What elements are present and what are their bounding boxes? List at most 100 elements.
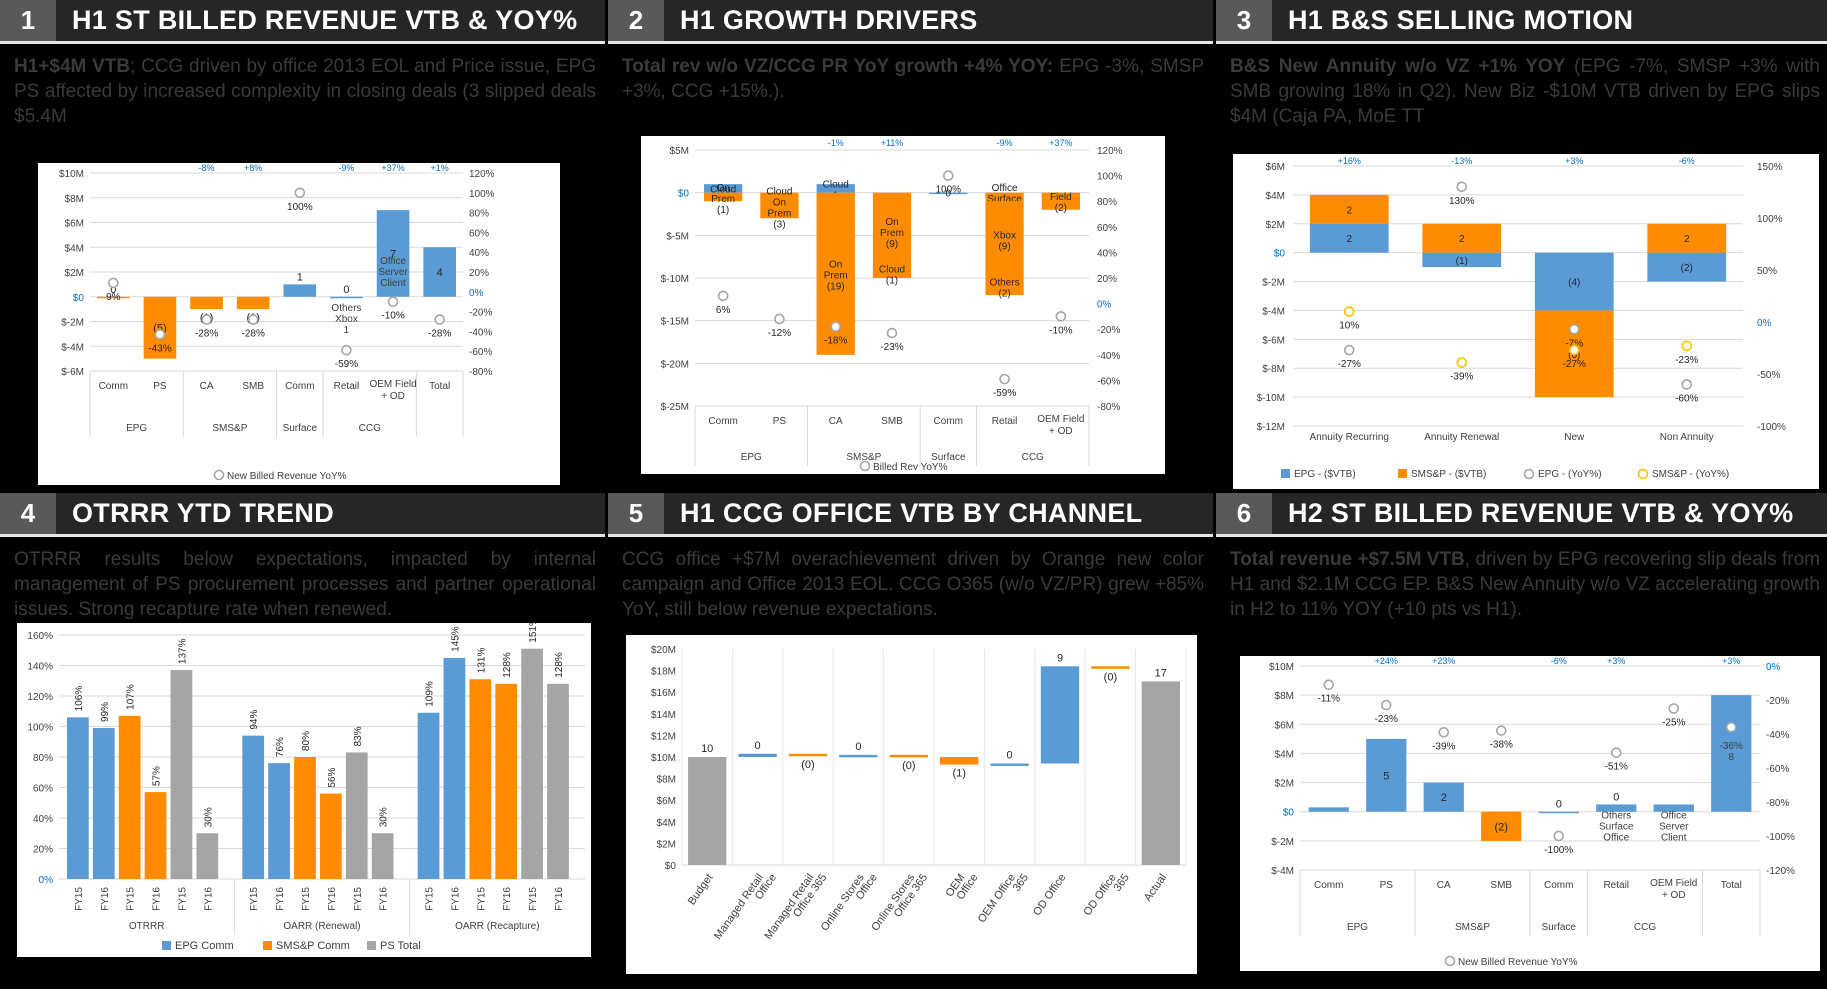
top-pct-label: +1%: [431, 163, 449, 173]
top-pct-label: -6%: [1679, 156, 1695, 166]
y2-tick-label: -100%: [1766, 832, 1795, 843]
y2-tick-label: -60%: [469, 347, 492, 358]
bar-inner-label: Client: [1661, 832, 1687, 843]
category-label: SMB: [881, 416, 903, 427]
panel-1-number: 1: [0, 0, 56, 41]
segment-label: (3): [773, 219, 785, 230]
bar-segment: [1422, 223, 1502, 253]
group-label: OARR (Recapture): [455, 921, 539, 932]
x-tick-label: FY16: [379, 887, 390, 911]
y-tick-label: 60%: [33, 784, 53, 795]
yoy-label: -28%: [195, 329, 218, 340]
bar-segment: [1041, 192, 1080, 210]
bar-value-label: 4: [437, 267, 443, 279]
y2-tick-label: -60%: [1766, 764, 1789, 775]
bar-value-label: 0: [1613, 791, 1619, 803]
y2-tick-label: 80%: [1097, 197, 1117, 208]
yoy-label: 100%: [935, 185, 961, 196]
bar: [371, 833, 394, 879]
yoy-label: 6%: [716, 305, 731, 316]
waterfall-bar: [990, 763, 1029, 766]
y-tick-label: 100%: [27, 723, 53, 734]
yoy-marker: [942, 170, 954, 181]
legend-marker: [1523, 468, 1535, 480]
panel-3-header: 3 H1 B&S SELLING MOTION: [1216, 0, 1827, 44]
bar-value-label: (2): [1495, 821, 1508, 833]
bar-value-label: 0: [1007, 749, 1013, 761]
group-label: OTRRR: [129, 921, 165, 932]
bar-value-label: 30%: [379, 807, 390, 827]
bar-value-label: (0): [801, 759, 814, 771]
panel-2: 2 H1 GROWTH DRIVERS Total rev w/o VZ/CCG…: [608, 0, 1213, 490]
yoy-marker: [108, 277, 119, 289]
bar-segment: [704, 192, 743, 202]
y2-tick-label: 40%: [469, 248, 489, 259]
segment-label: On: [773, 197, 786, 208]
top-pct-label: -13%: [1451, 156, 1472, 166]
y-tick-label: $6M: [657, 796, 676, 807]
y-tick-label: $2M: [65, 268, 84, 279]
category-label: CA: [200, 381, 214, 392]
group-label: CCG: [1634, 922, 1656, 933]
bar: [236, 296, 270, 310]
y2-tick-label: 20%: [469, 268, 489, 279]
bar: [1481, 811, 1522, 841]
segment-label: (2): [1681, 263, 1693, 274]
category-label: Retail: [334, 381, 360, 392]
top-pct-label: -1%: [828, 138, 844, 148]
bar: [495, 683, 518, 879]
bar-inner-label: 8: [1728, 752, 1734, 763]
bar-inner-label: Others: [331, 303, 361, 314]
top-pct-label: +16%: [1338, 156, 1361, 166]
bar-segment: [816, 184, 855, 193]
x-tick-label: FY15: [425, 887, 436, 911]
category-label: OEM Field: [369, 379, 416, 390]
top-pct-label: +8%: [244, 163, 262, 173]
top-pct-label: +37%: [381, 163, 404, 173]
bar-inner-label: -36%: [1720, 741, 1743, 752]
segment-label: (1): [886, 276, 898, 287]
yoy-marker: [154, 329, 166, 340]
chart-5: $20M $18M $16M $14M $12M $10M $8M $6M $4M $2M $0 10…: [651, 645, 1187, 942]
panel-2-number: 2: [608, 0, 664, 41]
category-label: Comm: [285, 381, 314, 392]
yoy-smsp-label: -23%: [1675, 355, 1698, 366]
top-pct-label: -6%: [1551, 656, 1567, 666]
legend-marker: [1444, 955, 1456, 967]
top-pct-label: -9%: [997, 138, 1013, 148]
bar-inner-label: Client: [380, 278, 406, 289]
category-label: OD Office: [1031, 872, 1068, 918]
bar-segment: [929, 192, 968, 195]
category-label: Total: [1721, 880, 1742, 891]
waterfall-bar: [738, 753, 777, 757]
yoy-smsp-label: -39%: [1450, 372, 1473, 383]
yoy-marker: [774, 313, 785, 325]
bar: [417, 712, 440, 879]
y2-tick-label: 0%: [1757, 318, 1772, 329]
category-label: New: [1564, 432, 1585, 443]
y-tick-label: $-10M: [661, 274, 689, 285]
legend-label: New Billed Revenue YoY%: [227, 471, 347, 482]
top-pct-label: +11%: [881, 138, 904, 148]
bar: [268, 763, 290, 879]
y-tick-label: $18M: [651, 667, 676, 678]
category-label: Comm: [708, 416, 737, 427]
bar-value-label: 17: [1155, 667, 1167, 679]
category-label: Total: [429, 381, 450, 392]
y-tick-label: $-12M: [1257, 422, 1285, 433]
bar: [376, 210, 410, 297]
panel-6-title: H2 ST BILLED REVENUE VTB & YOY%: [1288, 498, 1794, 528]
bar-value-label: (1): [952, 768, 965, 780]
y2-tick-label: 60%: [469, 228, 489, 239]
y2-tick-label: -40%: [1766, 730, 1789, 741]
segment-label: 0: [946, 189, 952, 200]
bar-inner-label: Server: [378, 267, 408, 278]
category-label: Non Annuity: [1660, 432, 1714, 443]
category-label: Annuity Recurring: [1310, 432, 1389, 443]
yoy-epg-marker: [1568, 323, 1580, 335]
y-tick-label: $-4M: [1262, 306, 1285, 317]
y-tick-label: $-4M: [61, 342, 84, 353]
y-tick-label: $4M: [65, 243, 84, 254]
segment-label: 2: [1346, 234, 1352, 245]
y-tick-label: $6M: [1275, 720, 1294, 731]
